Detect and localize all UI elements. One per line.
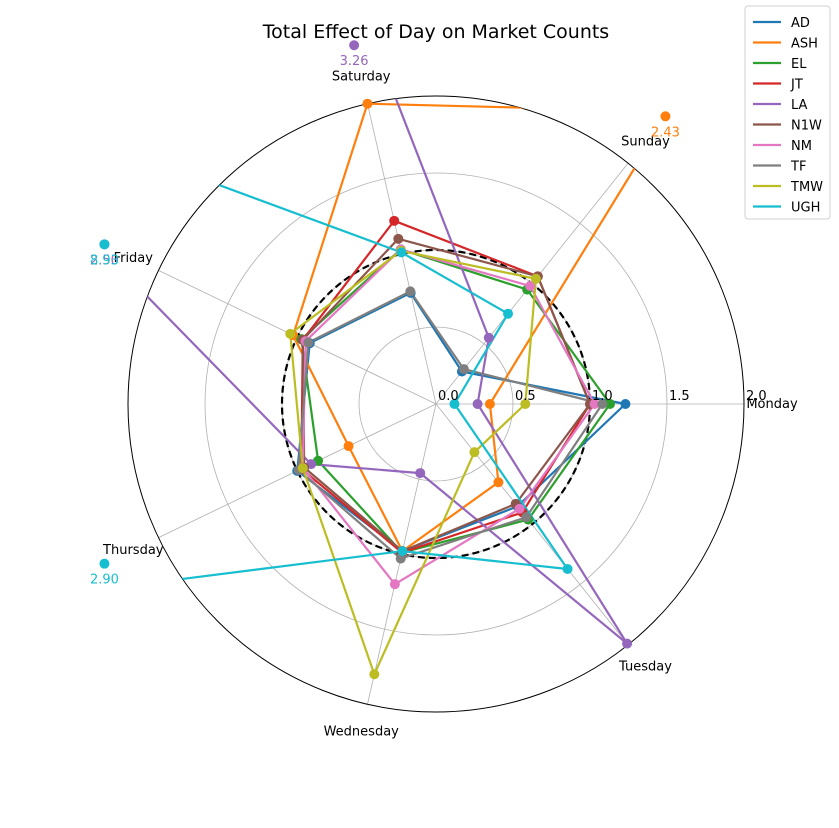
r-tick-label: 2.0 [746,389,767,404]
category-label: Saturday [332,69,391,84]
data-point-tmw [297,463,308,474]
data-point-ugh [397,546,408,557]
series-line-tf [297,290,604,560]
data-point-ugh [562,563,573,574]
series-layer [99,40,671,680]
data-point-tmw [520,399,531,409]
category-label: Thursday [102,543,164,558]
series-line-tmw [289,249,538,676]
category-label: Tuesday [618,660,672,675]
category-label: Monday [746,397,798,412]
legend-label: LA [791,98,808,113]
r-tick-label: 0.0 [438,389,459,404]
data-point-tf [405,286,416,297]
data-point-el [605,399,616,409]
data-point-jt [389,215,400,226]
category-label: Sunday [621,134,670,149]
data-point-la [415,468,426,479]
legend-label: EL [791,57,807,72]
offscale-value-label: 2.90 [90,573,119,588]
chart-title: Total Effect of Day on Market Counts [262,21,609,43]
data-point-ugh [396,247,407,258]
legend-label: TF [790,160,806,175]
r-tick-label: 0.5 [515,389,536,404]
data-point-nm [525,281,536,292]
data-point-ugh [449,399,460,409]
legend-label: TMW [790,180,823,195]
series-line-el [300,248,611,554]
data-point-la [472,399,483,409]
legend-label: AD [791,16,810,31]
offscale-value-label: 8.93 [90,253,119,268]
data-point-tf [303,337,314,348]
data-point-ugh-offscale [99,558,110,569]
data-point-nm [589,399,600,409]
data-point-tmw [285,328,296,339]
data-point-ash-offscale [660,111,671,122]
data-point-tmw [530,273,541,284]
data-point-ugh-offscale [99,239,110,250]
category-label: Friday [114,251,154,266]
legend: AD ASH EL JT LA N1W NM TF TMW UGH [744,5,831,220]
offscale-value-label: 3.26 [340,54,369,69]
r-tick-label: 1.5 [669,389,690,404]
data-point-tf [597,399,608,409]
polar-grid [127,95,745,713]
data-point-ad [620,399,631,409]
legend-label: UGH [791,201,820,216]
r-tick-label: 1.0 [592,389,613,404]
series-lines [128,96,671,676]
data-point-ash [362,98,373,109]
data-point-ash [343,441,354,452]
data-point-tmw [469,447,480,458]
offscale-value-label: 2.43 [651,125,680,140]
data-point-ash [484,399,495,409]
series-line-la [128,96,629,645]
legend-label: JT [790,78,803,93]
data-point-tf [458,364,469,375]
data-point-tf [395,553,406,564]
series-line-ugh [128,96,569,599]
data-point-la [622,638,633,649]
legend-label: N1W [791,119,822,134]
data-point-n1w [393,233,404,244]
data-point-tmw [369,669,380,680]
legend-label: ASH [791,37,818,52]
offscale-value-label: 2.50 [90,253,119,268]
category-label: Wednesday [324,725,400,740]
data-point-nm [389,579,400,590]
data-point-la-offscale [349,40,360,51]
legend-label: NM [791,139,812,154]
data-point-ugh [503,308,514,319]
data-point-tf [521,512,532,523]
series-line-ash [292,102,671,553]
data-point-nm [514,503,525,514]
data-point-ash [493,477,504,488]
data-point-la [483,332,494,343]
polar-frame [127,95,745,713]
